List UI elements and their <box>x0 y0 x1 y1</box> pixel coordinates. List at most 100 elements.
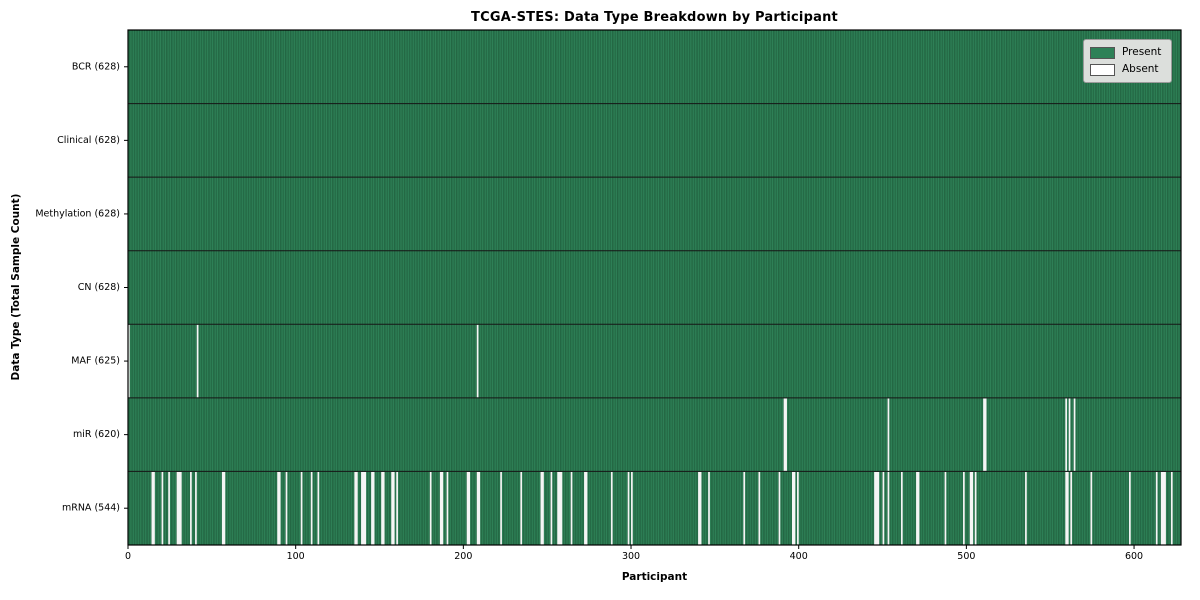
absent-line <box>540 471 544 545</box>
absent-line <box>983 398 987 471</box>
row-band <box>128 471 1181 545</box>
absent-line <box>396 471 398 545</box>
absent-line <box>743 471 746 545</box>
absent-line <box>361 471 367 545</box>
absent-line <box>698 471 702 545</box>
x-tick-label: 400 <box>790 551 808 562</box>
absent-line <box>391 471 395 545</box>
row-band <box>128 324 1181 398</box>
row-band <box>128 30 1181 104</box>
row-band <box>128 250 1181 325</box>
absent-line <box>1155 471 1158 545</box>
absent-line <box>778 471 781 545</box>
absent-line <box>500 471 502 545</box>
absent-line <box>476 471 481 545</box>
absent-line <box>196 324 199 398</box>
absent-line <box>974 471 977 545</box>
absent-line <box>439 471 444 545</box>
y-tick-label: CN (628) <box>78 282 120 293</box>
legend-entry-absent: Absent <box>1090 62 1164 77</box>
absent-line <box>900 471 903 545</box>
x-tick-label: 600 <box>1125 551 1143 562</box>
absent-line <box>570 471 573 545</box>
absent-line <box>476 324 479 398</box>
absent-line <box>285 471 288 545</box>
absent-line <box>466 471 471 545</box>
y-tick-label: Clinical (628) <box>57 135 120 146</box>
absent-line <box>371 471 375 545</box>
y-axis-label: Data Type (Total Sample Count) <box>10 193 22 381</box>
absent-line <box>446 471 449 545</box>
absent-line <box>151 471 155 545</box>
absent-line <box>221 471 226 545</box>
absent-line <box>550 471 553 545</box>
y-tick-label: miR (620) <box>73 429 120 440</box>
y-tick-label: mRNA (544) <box>62 503 120 514</box>
absent-line <box>520 471 523 545</box>
absent-line <box>277 471 281 545</box>
absent-line <box>300 471 303 545</box>
row-band <box>128 103 1181 178</box>
y-tick-label: BCR (628) <box>72 61 120 72</box>
absent-line <box>128 324 130 398</box>
absent-line <box>1170 471 1173 545</box>
absent-line <box>1073 398 1076 471</box>
absent-line <box>797 471 799 545</box>
absent-line <box>429 471 432 545</box>
absent-line <box>783 398 787 471</box>
absent-line <box>168 471 170 545</box>
absent-line <box>161 471 164 545</box>
legend: Present Absent <box>1083 39 1172 83</box>
absent-line <box>1065 398 1068 471</box>
legend-label-present: Present <box>1122 46 1162 59</box>
row-band <box>128 397 1181 472</box>
absent-line <box>969 471 974 545</box>
absent-line <box>176 471 182 545</box>
absent-line <box>708 471 710 545</box>
absent-line <box>557 471 563 545</box>
axes-border <box>127 29 1182 546</box>
absent-line <box>1068 398 1071 471</box>
absent-line <box>874 471 880 545</box>
legend-entry-present: Present <box>1090 45 1164 60</box>
absent-line <box>882 471 885 545</box>
x-tick-label: 100 <box>287 551 305 562</box>
absent-line <box>627 471 630 545</box>
absent-swatch <box>1090 63 1115 76</box>
x-tick-label: 200 <box>454 551 472 562</box>
absent-line <box>791 471 796 545</box>
absent-line <box>887 471 890 545</box>
x-tick-label: 300 <box>622 551 640 562</box>
present-swatch <box>1090 46 1115 59</box>
absent-line <box>610 471 613 545</box>
x-tick-label: 0 <box>125 551 131 562</box>
absent-line <box>631 471 633 545</box>
absent-line <box>190 471 192 545</box>
absent-line <box>916 471 920 545</box>
y-tick-label: MAF (625) <box>71 356 120 367</box>
row-band <box>128 177 1181 251</box>
absent-line <box>317 471 320 545</box>
absent-line <box>310 471 313 545</box>
absent-line <box>887 398 890 471</box>
absent-line <box>1129 471 1131 545</box>
chart-title: TCGA-STES: Data Type Breakdown by Partic… <box>471 10 838 25</box>
absent-line <box>354 471 358 545</box>
y-tick-label: Methylation (628) <box>35 208 120 219</box>
legend-label-absent: Absent <box>1122 63 1159 76</box>
absent-line <box>944 471 947 545</box>
absent-line <box>963 471 965 545</box>
absent-line <box>381 471 385 545</box>
absent-line <box>1070 471 1073 545</box>
absent-line <box>1160 471 1166 545</box>
absent-line <box>1025 471 1027 545</box>
absent-line <box>758 471 761 545</box>
x-axis-label: Participant <box>621 571 688 583</box>
absent-line <box>1065 471 1069 545</box>
absent-line <box>195 471 197 545</box>
absent-line <box>1090 471 1093 545</box>
absent-line <box>584 471 588 545</box>
x-tick-label: 500 <box>957 551 975 562</box>
